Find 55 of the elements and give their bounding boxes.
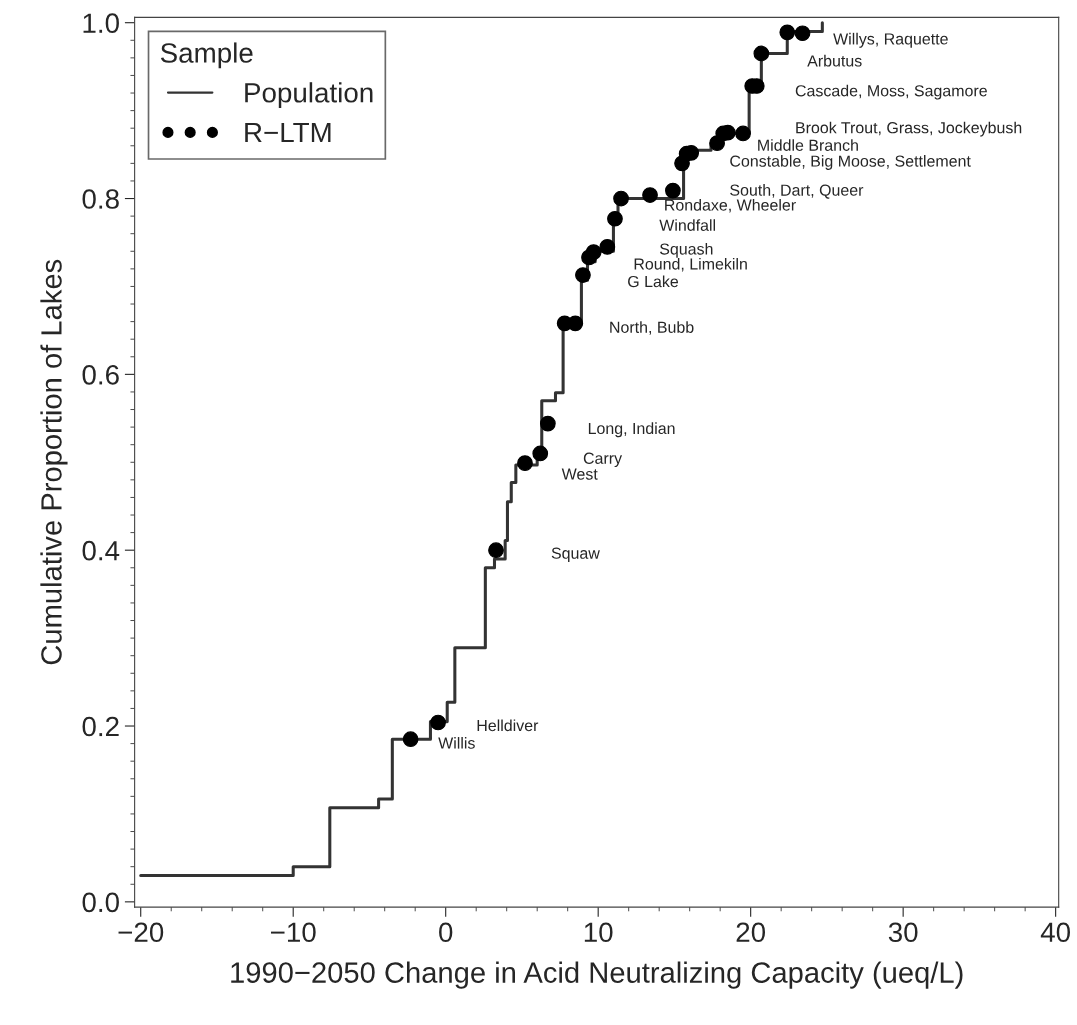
- point: [735, 125, 751, 142]
- x-tick-label: −10: [271, 922, 316, 943]
- annotation: West: [561, 468, 598, 480]
- point: [642, 187, 658, 203]
- annotation: Middle Branch: [758, 139, 858, 151]
- y-axis-title: Cumulative Proportion of Lakes: [40, 259, 68, 665]
- point: [665, 182, 681, 199]
- annotation: Willys, Raquette: [833, 32, 948, 48]
- point: [613, 190, 629, 207]
- annotation: Round, Limekiln: [634, 257, 747, 272]
- y-tick-label: 0.8: [82, 189, 119, 209]
- point: [794, 25, 811, 42]
- x-tick-label: 0: [439, 922, 453, 943]
- x-tick-label: 40: [1040, 922, 1070, 943]
- annotation: Carry: [583, 452, 623, 468]
- annotation: Brook Trout, Grass, Jockeybush: [796, 121, 1022, 137]
- x-tick-label: 10: [584, 922, 613, 943]
- annotation: Arbutus: [807, 54, 862, 67]
- y-tick-label: 1.0: [83, 13, 119, 34]
- annotation: G Lake: [628, 275, 679, 288]
- annotation: Long, Indian: [588, 422, 675, 438]
- point: [488, 542, 504, 559]
- annotation: Squash: [659, 242, 713, 258]
- point: [575, 267, 591, 283]
- point: [402, 731, 419, 748]
- annotation: North, Bubb: [610, 321, 694, 335]
- annotation: Windfall: [659, 219, 715, 231]
- annotation: Willis: [438, 737, 475, 749]
- point: [430, 714, 446, 731]
- y-tick-label: 0.4: [82, 540, 120, 561]
- annotation: Squaw: [551, 547, 600, 563]
- x-tick-label: −20: [118, 922, 164, 943]
- point: [532, 445, 549, 462]
- legend-label: Population: [245, 82, 373, 109]
- x-tick-label: 30: [888, 922, 918, 943]
- y-tick-label: 0.2: [82, 716, 119, 737]
- point: [753, 45, 770, 62]
- legend-label: R−LTM: [245, 123, 331, 143]
- point: [539, 415, 556, 432]
- annotation: Cascade, Moss, Sagamore: [795, 84, 987, 100]
- point: [567, 315, 584, 332]
- y-tick-label: 0.0: [82, 892, 119, 913]
- x-axis-title: 1990−2050 Change in Acid Neutralizing Capacity (ueq/L): [231, 961, 963, 989]
- legend-title: Sample: [160, 42, 253, 69]
- x-tick-label: 20: [736, 922, 766, 943]
- annotation: South, Dart, Queer: [730, 184, 864, 199]
- annotation: Constable, Big Moose, Settlement: [730, 155, 971, 170]
- point: [599, 239, 616, 255]
- annotation: Helldiver: [477, 719, 539, 732]
- annotation: Rondaxe, Wheeler: [665, 199, 796, 213]
- point: [779, 24, 796, 41]
- point: [607, 210, 623, 227]
- point: [517, 455, 533, 472]
- y-tick-label: 0.6: [82, 365, 119, 385]
- point: [585, 244, 602, 261]
